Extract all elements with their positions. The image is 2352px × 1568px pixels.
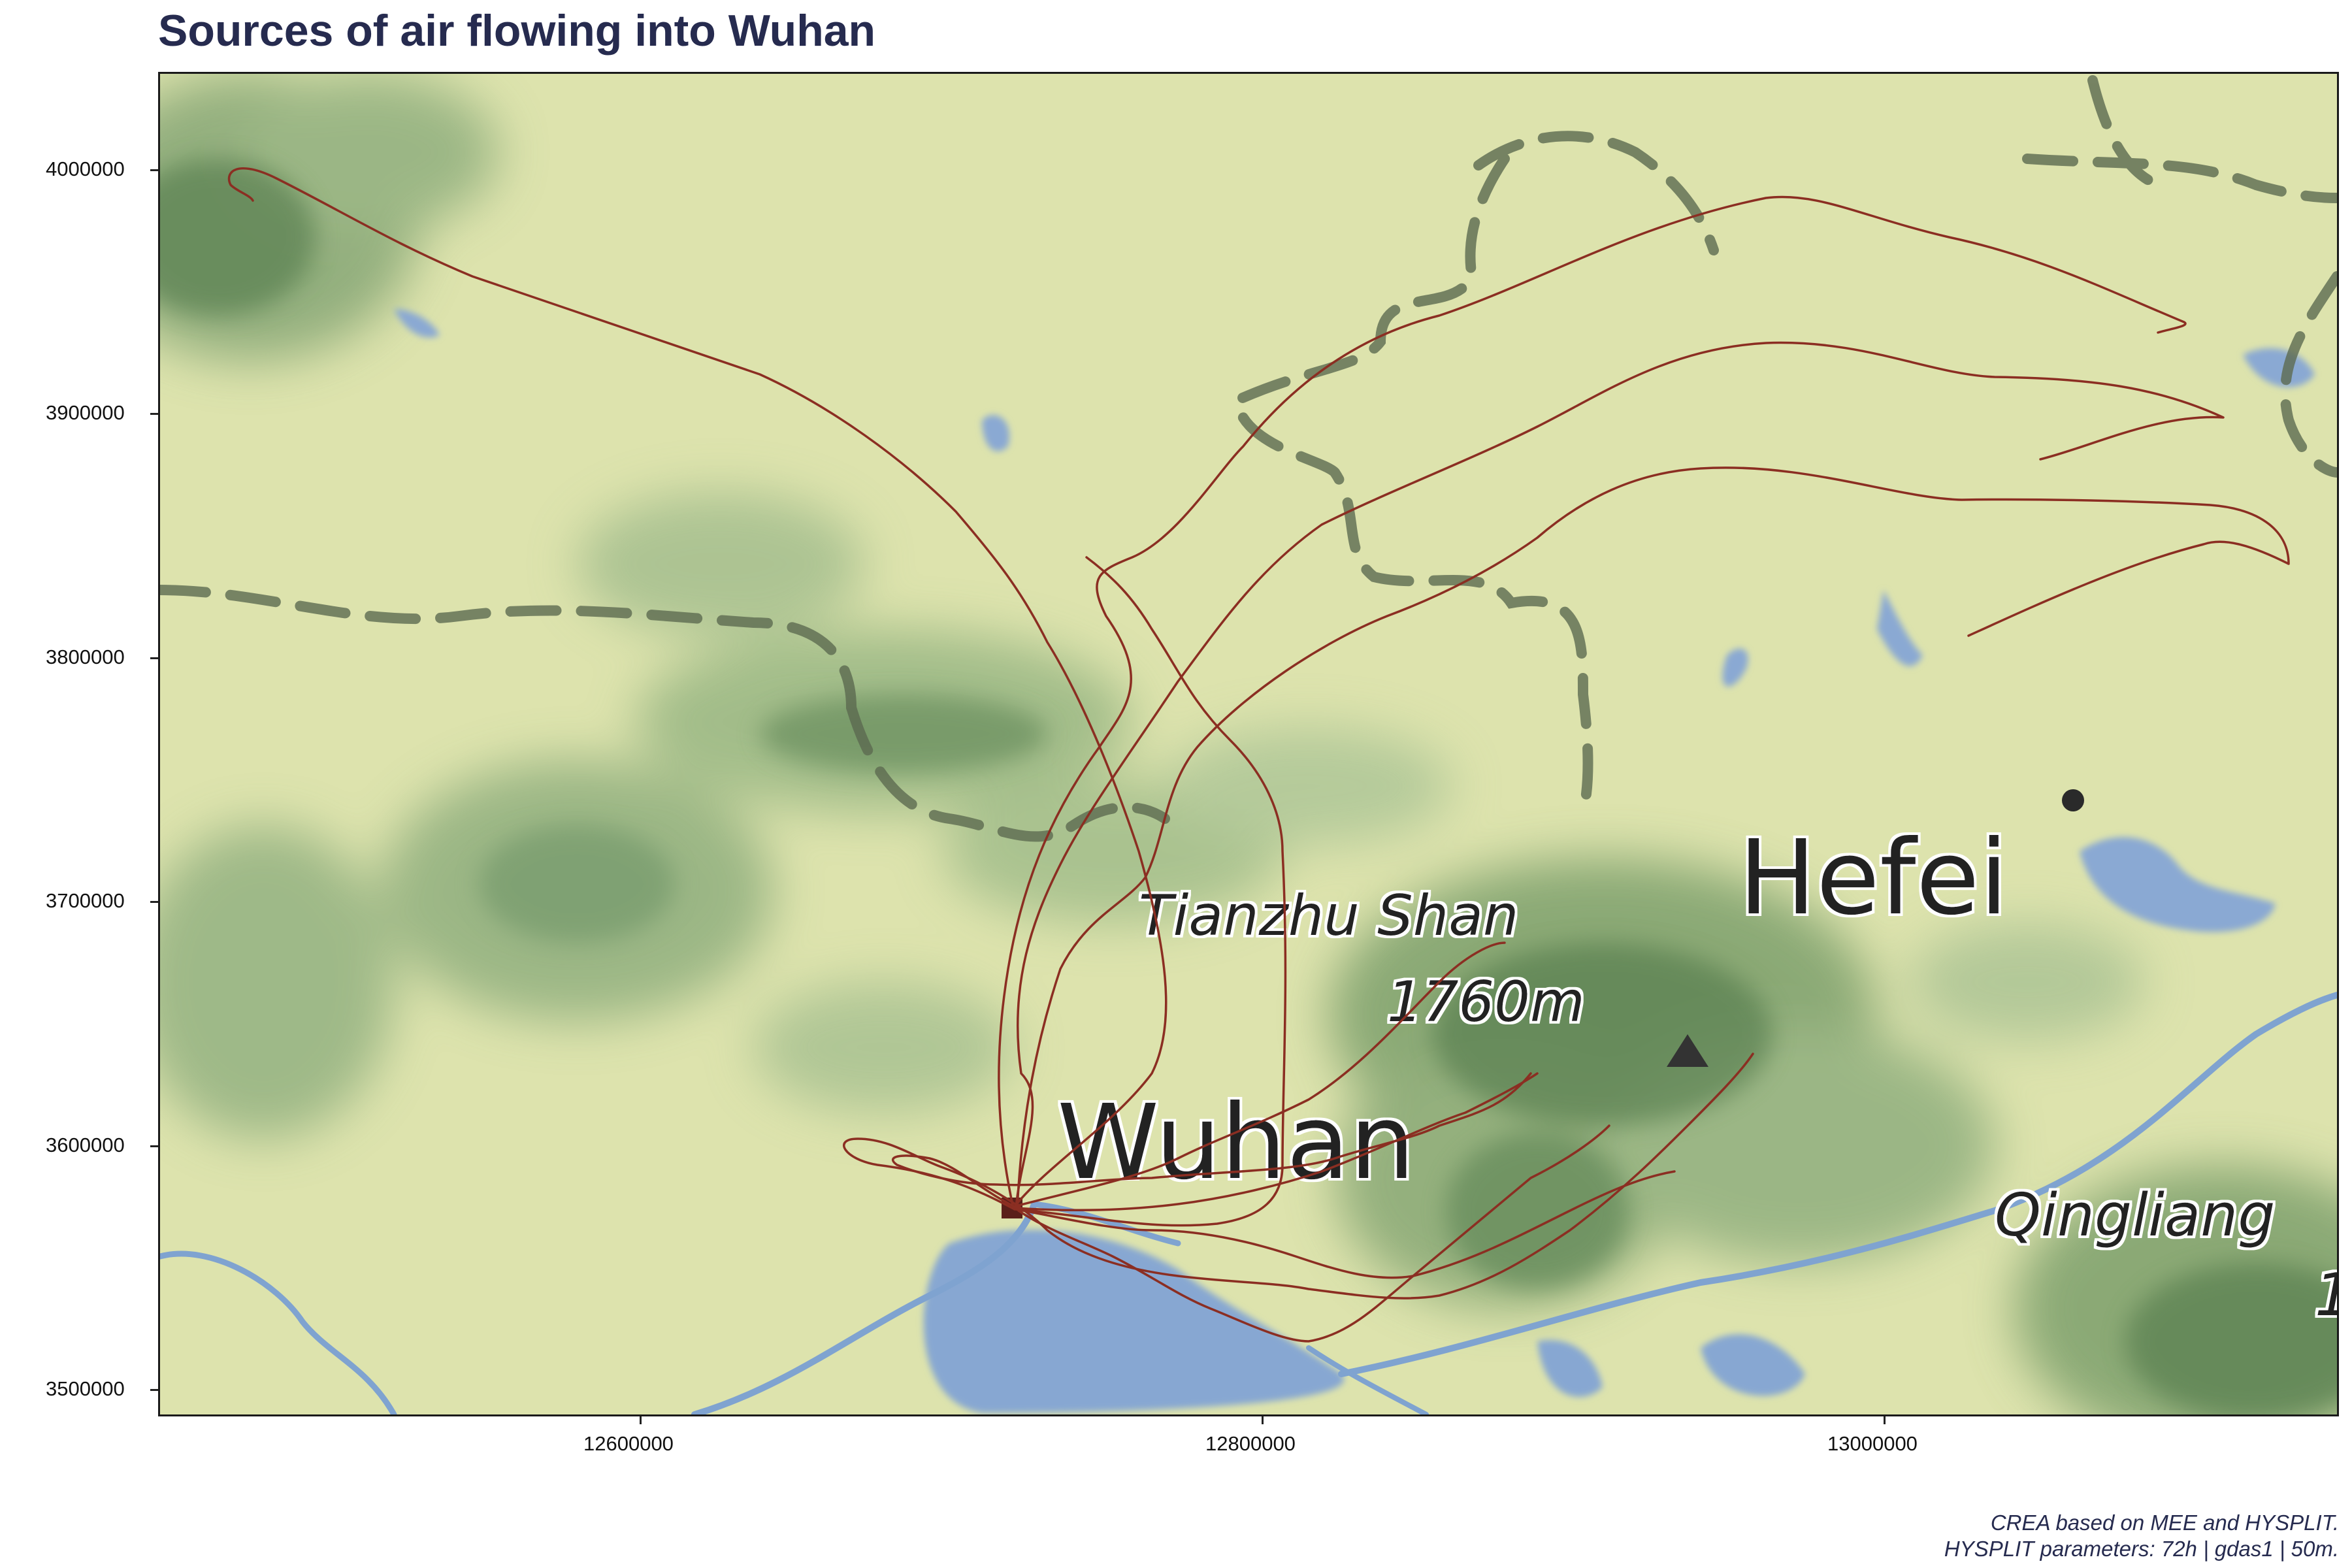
- trajectory-line: [1015, 556, 1287, 1227]
- trajectory-line: [843, 1053, 1754, 1299]
- x-tick-label: 12800000: [1205, 1432, 1296, 1455]
- caption-line-2: HYSPLIT parameters: 72h | gdas1 | 50m.: [1944, 1537, 2339, 1561]
- y-tick: [150, 413, 158, 415]
- x-tick: [640, 1416, 642, 1424]
- trajectory-line: [1012, 941, 1506, 1208]
- partial-label-qingliang: Qingliang: [1995, 1181, 2275, 1250]
- caption-line-1: CREA based on MEE and HYSPLIT.: [1990, 1511, 2339, 1535]
- map-canvas: Tianzhu Shan 1760m Wuhan Hefei Qingliang…: [160, 74, 2337, 1414]
- trajectory-line: [1017, 1124, 1610, 1343]
- map-label-layer: Tianzhu Shan 1760m Wuhan Hefei Qingliang…: [1057, 818, 2337, 1330]
- x-tick-label: 12600000: [583, 1432, 674, 1455]
- y-tick-label: 3600000: [46, 1134, 125, 1156]
- river-layer: [160, 992, 2337, 1414]
- y-tick: [150, 1145, 158, 1147]
- trajectory-line: [1015, 1170, 1676, 1279]
- x-tick: [1884, 1416, 1886, 1424]
- map-panel: Tianzhu Shan 1760m Wuhan Hefei Qingliang…: [158, 72, 2339, 1416]
- peak-marker-icon: [1667, 1034, 1708, 1067]
- peak-elevation-label: 1760m: [1387, 970, 1585, 1035]
- y-tick-label: 3700000: [46, 889, 125, 912]
- y-tick-label: 4000000: [46, 157, 125, 180]
- y-tick: [150, 901, 158, 903]
- y-tick-label: 3500000: [46, 1377, 125, 1400]
- partial-label-number: 1: [2315, 1261, 2337, 1330]
- city-label-hefei: Hefei: [1739, 818, 2008, 938]
- y-tick: [150, 657, 158, 659]
- y-tick-label: 3800000: [46, 645, 125, 668]
- trajectory-line: [1013, 1072, 1539, 1212]
- peak-name-label: Tianzhu Shan: [1139, 883, 1518, 949]
- city-marker-hefei-icon: [2062, 789, 2084, 811]
- boundary-layer: [160, 75, 2337, 842]
- terrain-layer: [160, 74, 2337, 1414]
- city-label-wuhan: Wuhan: [1057, 1083, 1415, 1203]
- trajectory-line: [227, 167, 1168, 1209]
- trajectory-layer: [227, 167, 2290, 1343]
- water-layer: [394, 309, 2315, 1413]
- trajectory-line: [1015, 341, 2225, 1209]
- y-tick: [150, 1389, 158, 1391]
- trajectory-line: [998, 195, 2187, 1209]
- trajectory-line: [1016, 466, 2290, 1211]
- chart-title: Sources of air flowing into Wuhan: [158, 6, 876, 56]
- x-tick: [1262, 1416, 1264, 1424]
- y-tick: [150, 169, 158, 171]
- y-tick-label: 3900000: [46, 401, 125, 424]
- x-tick-label: 13000000: [1827, 1432, 1918, 1455]
